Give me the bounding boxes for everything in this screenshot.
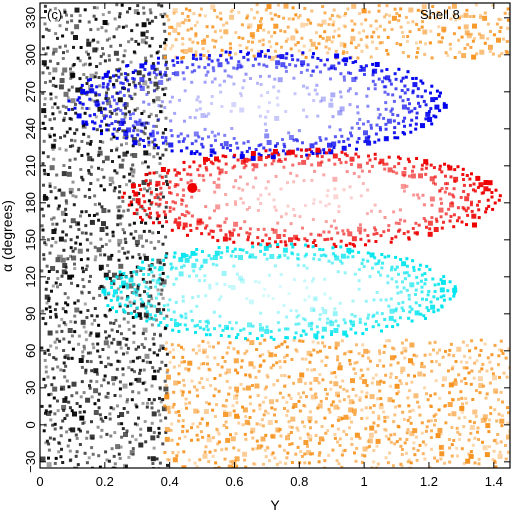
data-regions [40, 3, 510, 468]
region-orange-2 [163, 3, 510, 61]
region-black-0 [40, 3, 169, 468]
plot-frame [39, 2, 511, 469]
region-orange-1 [163, 338, 510, 468]
x-axis-title: Y [270, 497, 280, 513]
data-points [187, 183, 198, 194]
y-tick-label: 300 [23, 44, 38, 66]
y-tick-label: 210 [23, 155, 38, 177]
region-red-4 [121, 147, 502, 249]
y-tick-label: 240 [23, 118, 38, 140]
shell-annotation: Shell 8 [420, 7, 460, 22]
y-tick-label: 330 [23, 7, 38, 29]
x-tick-label: 1.4 [485, 474, 503, 489]
x-axis: 0 0.2 0.4 0.6 0.8 1 1.2 1.4 [36, 3, 503, 489]
y-tick-label: 90 [23, 307, 38, 321]
panel-label: (c) [47, 7, 62, 22]
y-tick-label: −30 [23, 451, 38, 473]
region-cyan-5 [101, 242, 458, 341]
x-tick-label: 0.4 [161, 474, 179, 489]
x-tick-label: 0.8 [290, 474, 308, 489]
highlight-point-0 [187, 183, 198, 194]
y-tick-label: 30 [23, 381, 38, 395]
y-tick-label: 180 [23, 192, 38, 214]
x-tick-label: 0.6 [225, 474, 243, 489]
y-tick-label: 0 [23, 421, 38, 428]
region-blue-3 [67, 49, 448, 161]
x-tick-label: 0 [36, 474, 43, 489]
y-tick-label: 120 [23, 266, 38, 288]
x-tick-label: 1 [361, 474, 368, 489]
x-tick-label: 1.2 [420, 474, 438, 489]
y-tick-label: 60 [23, 344, 38, 358]
y-axis-title: α (degrees) [0, 200, 15, 272]
y-tick-label: 270 [23, 81, 38, 103]
x-tick-label: 0.2 [96, 474, 114, 489]
y-axis: −30 0 30 60 90 120 150 180 210 240 270 300 330 [23, 7, 510, 473]
y-tick-label: 150 [23, 229, 38, 251]
